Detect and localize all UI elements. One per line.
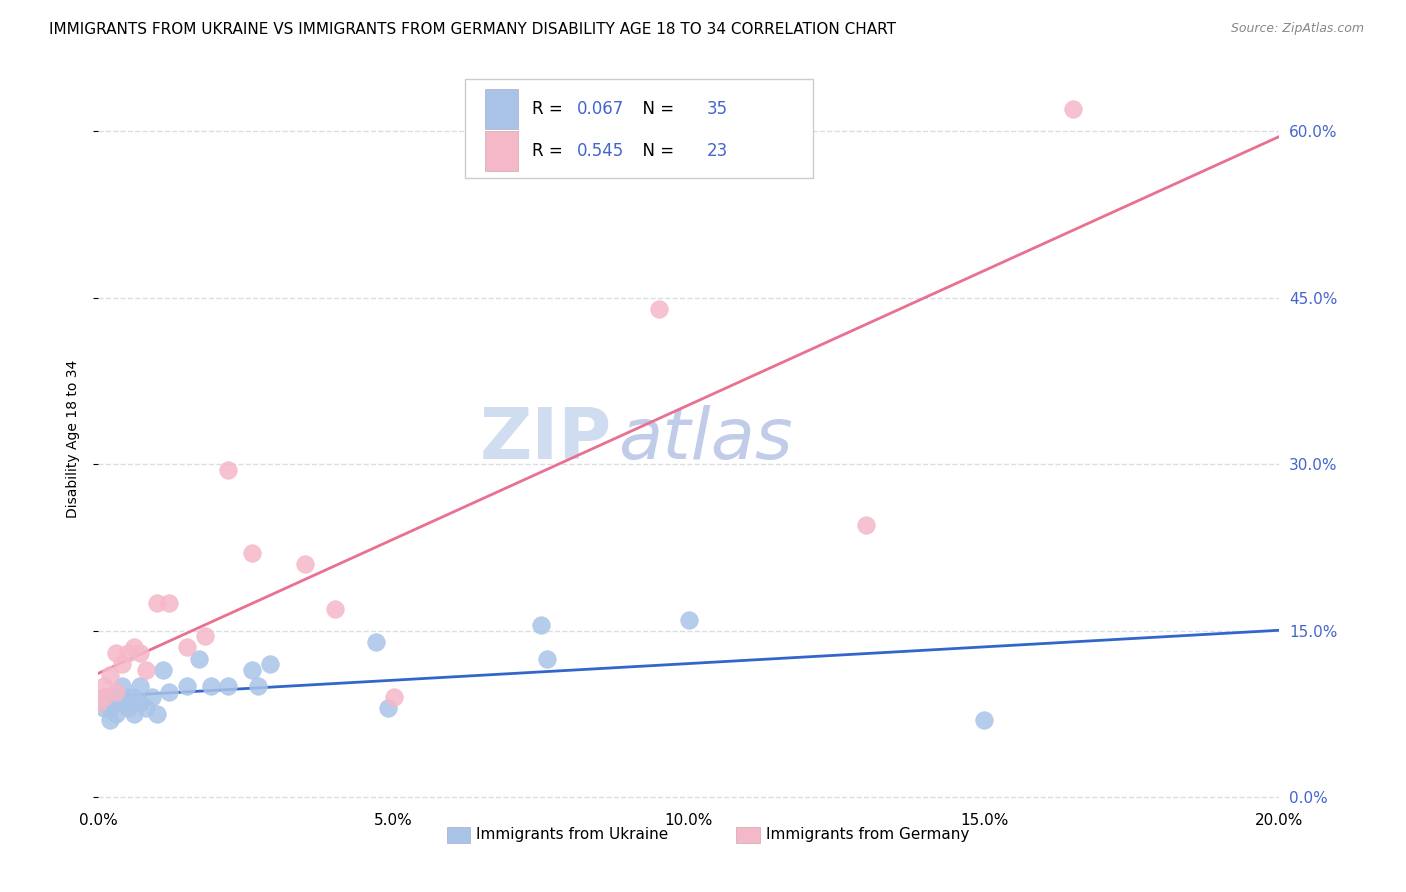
- Text: 23: 23: [707, 142, 728, 161]
- Point: [146, 706, 169, 721]
- Point: [93, 679, 115, 693]
- Point: [246, 679, 269, 693]
- Point: [105, 690, 128, 705]
- FancyBboxPatch shape: [485, 88, 517, 128]
- Point: [259, 657, 281, 671]
- Point: [93, 701, 115, 715]
- Point: [111, 657, 134, 671]
- Point: [128, 696, 150, 710]
- Point: [111, 696, 134, 710]
- FancyBboxPatch shape: [447, 827, 471, 843]
- Point: [377, 701, 399, 715]
- Point: [98, 690, 121, 705]
- Point: [855, 518, 877, 533]
- Point: [152, 663, 174, 677]
- Point: [122, 706, 145, 721]
- Point: [217, 679, 239, 693]
- Point: [240, 546, 263, 560]
- Point: [217, 463, 239, 477]
- Point: [117, 646, 139, 660]
- Point: [93, 690, 115, 705]
- Point: [122, 640, 145, 655]
- Point: [128, 679, 150, 693]
- Point: [98, 701, 121, 715]
- Point: [678, 613, 700, 627]
- Text: Immigrants from Germany: Immigrants from Germany: [766, 827, 969, 842]
- FancyBboxPatch shape: [464, 79, 813, 178]
- Point: [536, 651, 558, 665]
- Point: [157, 596, 180, 610]
- Point: [98, 713, 121, 727]
- Point: [176, 679, 198, 693]
- Point: [200, 679, 222, 693]
- Point: [240, 663, 263, 677]
- Point: [1062, 102, 1084, 116]
- Text: N =: N =: [633, 142, 679, 161]
- Point: [98, 668, 121, 682]
- Point: [105, 706, 128, 721]
- Point: [194, 629, 217, 643]
- Y-axis label: Disability Age 18 to 34: Disability Age 18 to 34: [66, 360, 80, 518]
- Text: ZIP: ZIP: [479, 405, 612, 474]
- Text: IMMIGRANTS FROM UKRAINE VS IMMIGRANTS FROM GERMANY DISABILITY AGE 18 TO 34 CORRE: IMMIGRANTS FROM UKRAINE VS IMMIGRANTS FR…: [49, 22, 896, 37]
- Text: Immigrants from Ukraine: Immigrants from Ukraine: [477, 827, 669, 842]
- Point: [294, 557, 316, 571]
- Text: 0.067: 0.067: [576, 100, 624, 118]
- Point: [117, 690, 139, 705]
- Point: [141, 690, 163, 705]
- Point: [93, 690, 115, 705]
- Text: R =: R =: [531, 142, 568, 161]
- Point: [187, 651, 209, 665]
- Point: [135, 701, 157, 715]
- Point: [105, 696, 128, 710]
- Point: [122, 690, 145, 705]
- Text: Source: ZipAtlas.com: Source: ZipAtlas.com: [1230, 22, 1364, 36]
- Point: [648, 301, 671, 316]
- Point: [135, 663, 157, 677]
- Text: atlas: atlas: [619, 405, 793, 474]
- Point: [117, 701, 139, 715]
- Point: [87, 696, 110, 710]
- Text: 35: 35: [707, 100, 728, 118]
- Text: 0.545: 0.545: [576, 142, 624, 161]
- Point: [111, 679, 134, 693]
- Point: [176, 640, 198, 655]
- Point: [157, 685, 180, 699]
- Point: [530, 618, 553, 632]
- Point: [323, 601, 346, 615]
- Point: [128, 646, 150, 660]
- Point: [105, 646, 128, 660]
- FancyBboxPatch shape: [485, 131, 517, 171]
- Point: [382, 690, 405, 705]
- Text: N =: N =: [633, 100, 679, 118]
- Text: R =: R =: [531, 100, 568, 118]
- Point: [364, 635, 387, 649]
- Point: [146, 596, 169, 610]
- Point: [105, 685, 128, 699]
- Point: [973, 713, 995, 727]
- Point: [87, 696, 110, 710]
- FancyBboxPatch shape: [737, 827, 759, 843]
